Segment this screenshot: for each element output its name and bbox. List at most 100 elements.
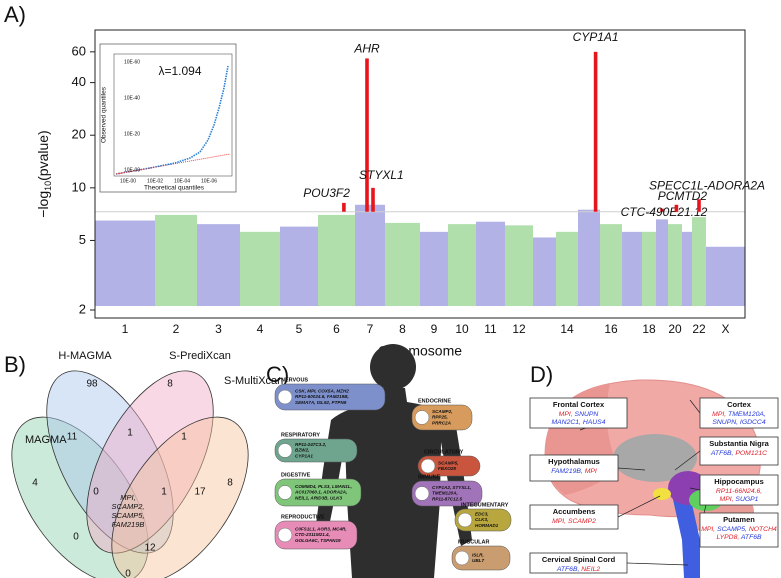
venn-count: 1	[127, 428, 133, 439]
chromosome-points	[622, 231, 642, 306]
x-tick-label: 6	[333, 322, 340, 336]
system-genes: SCAMP5,	[438, 460, 458, 465]
leader	[674, 450, 701, 471]
hit-label: SPECC1L-ADORA2A	[649, 178, 765, 192]
system-name: INTEGUMENTARY	[461, 502, 509, 508]
x-tick-label: X	[721, 322, 729, 336]
y-axis-label-part: 10	[43, 181, 53, 191]
x-tick-label: 10	[455, 322, 469, 336]
inset-x-tick: 10E-02	[147, 178, 163, 184]
chromosome-points	[668, 224, 682, 306]
system-genes: CTD-2311M21.4,	[295, 532, 330, 537]
gene: SCAMP5,	[717, 526, 749, 533]
region-name: Accumbens	[553, 507, 596, 516]
system-genes: RP11-87C12.5	[432, 497, 462, 502]
chromosome-points	[95, 220, 155, 306]
gene: MPI	[585, 468, 597, 475]
venn-count: 11	[67, 432, 78, 443]
gene: ATF6B,	[710, 450, 735, 457]
y-tick-label: 20	[72, 127, 86, 142]
venn-set-label: S-MultiXcan	[224, 375, 283, 387]
x-tick-label: 9	[431, 322, 438, 336]
leader	[626, 562, 689, 566]
system-icon	[457, 512, 473, 528]
venn-shared-gene: SCAMP5,	[112, 511, 145, 520]
inset-frame	[99, 43, 237, 193]
system-genes: CYP1A1	[295, 454, 313, 459]
gene: MAN2C1, HAUS4	[551, 419, 605, 426]
system-genes: SCAMP2,	[432, 409, 452, 414]
system-genes: CSK, MPI, COX5A, MZH2	[295, 388, 349, 393]
venn-count: 8	[167, 379, 173, 390]
system-box	[417, 455, 481, 477]
chromosome-points	[448, 224, 476, 306]
chromosome-points	[600, 224, 622, 306]
leader	[617, 467, 646, 471]
deep-structure	[613, 434, 697, 482]
system-name: NERVOUS	[281, 377, 308, 383]
chromosome-points	[280, 226, 318, 306]
hit-column	[674, 204, 679, 212]
x-tick-label: 1	[122, 322, 129, 336]
chromosome-points	[476, 221, 505, 306]
gene: POM121C	[735, 450, 767, 457]
system-genes: RPP25,	[432, 415, 448, 420]
region-name: Cervical Spinal Cord	[542, 555, 616, 564]
venn-count: 1	[161, 487, 167, 498]
venn-count: 98	[86, 379, 98, 390]
x-tick-label: 2	[173, 322, 180, 336]
region-name: Cortex	[727, 400, 752, 409]
silhouette-head	[370, 344, 416, 390]
gene: RP11-66N24.6,	[716, 488, 762, 495]
x-tick-label: 18	[642, 322, 656, 336]
gene: MPI, SCAMP2	[552, 518, 596, 525]
chromosome-points	[533, 237, 556, 306]
venn-count: 0	[125, 569, 131, 578]
system-genes: TMEM120A,	[432, 491, 458, 496]
inset-axes	[113, 53, 233, 177]
system-genes: C0FS1L1, AGR3, MC4R,	[295, 526, 347, 531]
system-genes: CYP1A2, STYXL1,	[432, 485, 471, 490]
inset-x-label: Theoretical quantiles	[144, 185, 205, 192]
region-name: Putamen	[723, 515, 755, 524]
chromosome-points	[556, 231, 578, 306]
x-tick-label: 14	[560, 322, 574, 336]
region-genes: MPI, SCAMP5, NOTCH4	[701, 526, 777, 533]
region-genes: ATF6B, NEIL2	[556, 566, 601, 573]
system-genes: RP11-247C3.2,	[295, 442, 326, 447]
gene: SNUPN, IGDCC4	[712, 419, 765, 426]
system-genes: NEIL1, ARID3B, ULK3	[295, 496, 342, 501]
system-genes: AC017060.1, ADORA2A,	[294, 490, 347, 495]
inset-y-tick: 10E-00	[124, 167, 140, 173]
region-genes: LYPD8, ATF6B	[716, 534, 762, 541]
system-genes: GOLGA6C, TSPAN19	[295, 538, 341, 543]
hit-label: CYP1A1	[573, 30, 619, 44]
hit-label: CTC-490E21.12	[621, 205, 708, 219]
region-genes: SNUPN, IGDCC4	[712, 419, 765, 426]
inset-annotation: λ=1.094	[158, 64, 201, 78]
hit-label: POU3F2	[303, 186, 350, 200]
system-genes: FBXO28	[438, 466, 456, 471]
chromosome-points	[706, 246, 745, 306]
system-genes: BZW2,	[295, 448, 309, 453]
system-genes: ISLR,	[472, 552, 484, 557]
qq-expected	[115, 153, 231, 175]
hit-column	[593, 51, 598, 212]
system-icon	[277, 443, 293, 458]
leader	[617, 495, 661, 518]
system-box	[274, 478, 362, 507]
leader	[689, 487, 701, 491]
gene: TMEM120A,	[728, 411, 766, 418]
venn-set-label: MAGMA	[25, 434, 67, 446]
system-icon	[414, 486, 430, 501]
venn-count: 0	[93, 487, 99, 498]
chromosome-points	[420, 231, 448, 306]
hit-column	[697, 199, 701, 212]
region-genes: MPI, SNUPN	[559, 411, 599, 418]
region-box	[699, 474, 779, 506]
chromosome-points	[385, 222, 420, 306]
gene: ATF6B	[740, 534, 762, 541]
